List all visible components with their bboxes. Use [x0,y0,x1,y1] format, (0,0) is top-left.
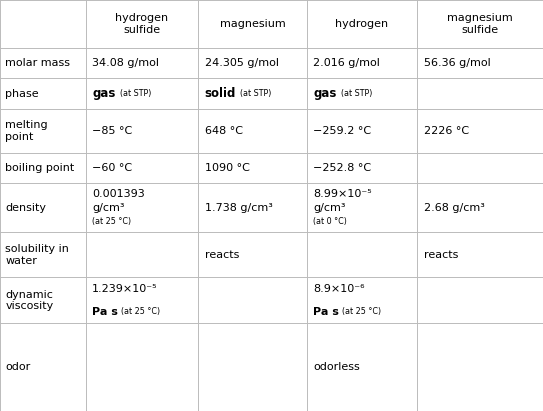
Text: gas: gas [313,87,337,100]
Text: (at 25 °C): (at 25 °C) [122,307,161,316]
Text: density: density [5,203,47,212]
Text: −259.2 °C: −259.2 °C [313,126,371,136]
Text: solubility in
water: solubility in water [5,244,70,266]
Text: reacts: reacts [424,250,458,260]
Text: (at 0 °C): (at 0 °C) [313,217,347,226]
Text: 34.08 g/mol: 34.08 g/mol [92,58,159,68]
Text: phase: phase [5,88,39,99]
Text: molar mass: molar mass [5,58,71,68]
Text: 2226 °C: 2226 °C [424,126,469,136]
Text: boiling point: boiling point [5,163,75,173]
Text: hydrogen: hydrogen [336,19,388,29]
Text: 1.738 g/cm³: 1.738 g/cm³ [205,203,273,212]
Text: Pa s: Pa s [313,307,339,317]
Text: g/cm³: g/cm³ [92,203,125,212]
Text: solid: solid [205,87,236,100]
Text: (at STP): (at STP) [120,89,151,98]
Text: 8.9×10⁻⁶: 8.9×10⁻⁶ [313,284,365,294]
Text: g/cm³: g/cm³ [313,203,346,212]
Text: 24.305 g/mol: 24.305 g/mol [205,58,279,68]
Text: 2.016 g/mol: 2.016 g/mol [313,58,380,68]
Text: −60 °C: −60 °C [92,163,132,173]
Text: odorless: odorless [313,362,360,372]
Text: (at STP): (at STP) [241,89,272,98]
Text: 648 °C: 648 °C [205,126,243,136]
Text: (at STP): (at STP) [341,89,372,98]
Text: hydrogen
sulfide: hydrogen sulfide [116,14,168,35]
Text: melting
point: melting point [5,120,48,142]
Text: 2.68 g/cm³: 2.68 g/cm³ [424,203,484,212]
Text: 1.239×10⁻⁵: 1.239×10⁻⁵ [92,284,158,294]
Text: odor: odor [5,362,31,372]
Text: gas: gas [92,87,116,100]
Text: Pa s: Pa s [92,307,118,317]
Text: magnesium
sulfide: magnesium sulfide [447,14,513,35]
Text: (at 25 °C): (at 25 °C) [343,307,382,316]
Text: 1090 °C: 1090 °C [205,163,250,173]
Text: (at 25 °C): (at 25 °C) [92,217,131,226]
Text: −252.8 °C: −252.8 °C [313,163,371,173]
Text: magnesium: magnesium [219,19,286,29]
Text: −85 °C: −85 °C [92,126,132,136]
Text: reacts: reacts [205,250,239,260]
Text: dynamic
viscosity: dynamic viscosity [5,290,54,311]
Text: 8.99×10⁻⁵: 8.99×10⁻⁵ [313,189,372,199]
Text: 56.36 g/mol: 56.36 g/mol [424,58,490,68]
Text: 0.001393: 0.001393 [92,189,145,199]
